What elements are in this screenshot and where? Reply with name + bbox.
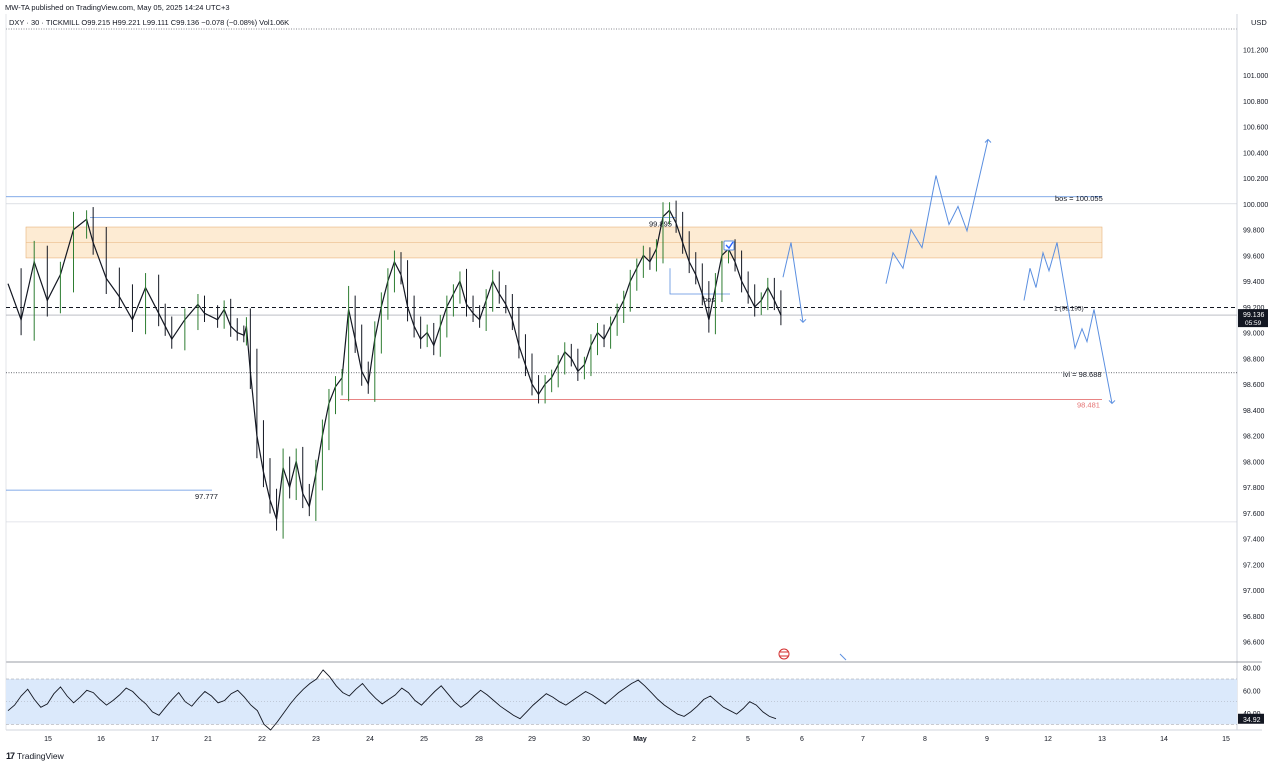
time-tick-label: 9 xyxy=(985,736,989,743)
price-axis: 101.200 101.000 100.800 100.600 100.400 100.2… xyxy=(1238,47,1268,647)
grid xyxy=(5,14,1262,731)
price-tick-label: 97.000 xyxy=(1243,588,1265,595)
time-tick-label: 28 xyxy=(475,736,483,743)
lvl-label: lvl = 98.688 xyxy=(1063,370,1102,379)
symbol-ohlc-line: DXY · 30 · TICKMILL O99.215 H99.221 L99.… xyxy=(9,18,290,27)
tradingview-logo-icon: 17 xyxy=(6,751,15,761)
time-tick-label: 15 xyxy=(1222,736,1230,743)
tradingview-footer: 17 TradingView xyxy=(6,751,64,761)
projection-arrowhead-icon xyxy=(799,318,807,324)
bos-level-label: bos = 100.055 xyxy=(1055,194,1103,203)
time-tick-label: May xyxy=(633,736,647,743)
price-tick-label: 98.200 xyxy=(1243,434,1265,441)
time-tick-label: 25 xyxy=(420,736,428,743)
price-tick-label: 101.000 xyxy=(1243,73,1268,80)
projection-stub xyxy=(839,653,847,661)
time-tick-label: 5 xyxy=(746,736,750,743)
price-line[interactable] xyxy=(243,209,782,520)
price-tick-label: 97.600 xyxy=(1243,511,1265,518)
time-tick-label: 14 xyxy=(1160,736,1168,743)
time-tick-label: 12 xyxy=(1044,736,1052,743)
time-tick-label: 15 xyxy=(44,736,52,743)
price-series xyxy=(7,200,782,539)
price-tick-label: 99.600 xyxy=(1243,253,1265,260)
time-tick-label: 21 xyxy=(204,736,212,743)
time-tick-label: 17 xyxy=(151,736,159,743)
rsi-tick-label: 80.00 xyxy=(1243,666,1261,673)
projection-arrowhead-icon xyxy=(1108,400,1116,405)
projection-paths xyxy=(723,138,1116,661)
rsi-last-label: 34.92 xyxy=(1243,717,1261,724)
time-tick-label: 13 xyxy=(1098,736,1106,743)
last-price-badge xyxy=(1238,309,1268,328)
price-tick-label: 98.400 xyxy=(1243,408,1265,415)
price-tick-label: 98.600 xyxy=(1243,382,1265,389)
time-axis: 15 16 17 21 22 23 24 25 28 29 30 May 2 5 6 7 8 9 12 13 14 15 xyxy=(44,736,1230,743)
rsi-tick-label: 60.00 xyxy=(1243,688,1261,695)
price-tick-label: 97.400 xyxy=(1243,537,1265,544)
time-tick-label: 16 xyxy=(97,736,105,743)
price-tick-label: 97.800 xyxy=(1243,485,1265,492)
price-tick-label: 100.000 xyxy=(1243,202,1268,209)
projection-path[interactable] xyxy=(885,139,989,284)
projection-arrowhead-icon xyxy=(984,138,992,143)
time-tick-label: 29 xyxy=(528,736,536,743)
price-tick-label: 96.800 xyxy=(1243,614,1265,621)
checkmark-icon xyxy=(725,241,734,250)
bos-marker-line[interactable] xyxy=(669,268,730,295)
swing-low-label: 97.777 xyxy=(195,492,218,501)
projection-path[interactable] xyxy=(782,242,804,323)
time-tick-label: 23 xyxy=(312,736,320,743)
time-tick-label: 6 xyxy=(800,736,804,743)
price-tick-label: 97.200 xyxy=(1243,562,1265,569)
price-tick-label: 99.000 xyxy=(1243,331,1265,338)
projection-path[interactable] xyxy=(1023,242,1113,404)
footer-brand: TradingView xyxy=(17,751,64,761)
price-tick-label: 100.600 xyxy=(1243,125,1268,132)
price-tick-label: 99.200 xyxy=(1243,305,1265,312)
axis-currency: USD xyxy=(1251,18,1267,27)
price-tick-label: 98.800 xyxy=(1243,356,1265,363)
time-tick-label: 8 xyxy=(923,736,927,743)
countdown-label: 05:59 xyxy=(1245,320,1262,327)
price-tick-label: 96.600 xyxy=(1243,640,1265,647)
time-tick-label: 2 xyxy=(692,736,696,743)
low-level-label: 98.481 xyxy=(1077,400,1100,409)
swing-high-label: 99.895 xyxy=(649,219,672,228)
time-tick-label: 30 xyxy=(582,736,590,743)
rsi-line[interactable] xyxy=(7,669,777,731)
price-tick-label: 100.800 xyxy=(1243,99,1268,106)
us-flag-event-icon[interactable] xyxy=(778,648,790,660)
price-tick-label: 99.400 xyxy=(1243,279,1265,286)
last-price-label: 99.136 xyxy=(1243,312,1265,319)
price-tick-label: 98.000 xyxy=(1243,459,1265,466)
price-tick-label: 100.200 xyxy=(1243,176,1268,183)
rsi-last-badge xyxy=(1238,713,1264,724)
price-tick-label: 99.800 xyxy=(1243,228,1265,235)
publish-info: MW-TA published on TradingView.com, May … xyxy=(5,3,230,12)
price-tick-label: 101.200 xyxy=(1243,47,1268,54)
time-tick-label: 7 xyxy=(861,736,865,743)
time-tick-label: 24 xyxy=(366,736,374,743)
time-tick-label: 22 xyxy=(258,736,266,743)
price-tick-label: 100.400 xyxy=(1243,150,1268,157)
